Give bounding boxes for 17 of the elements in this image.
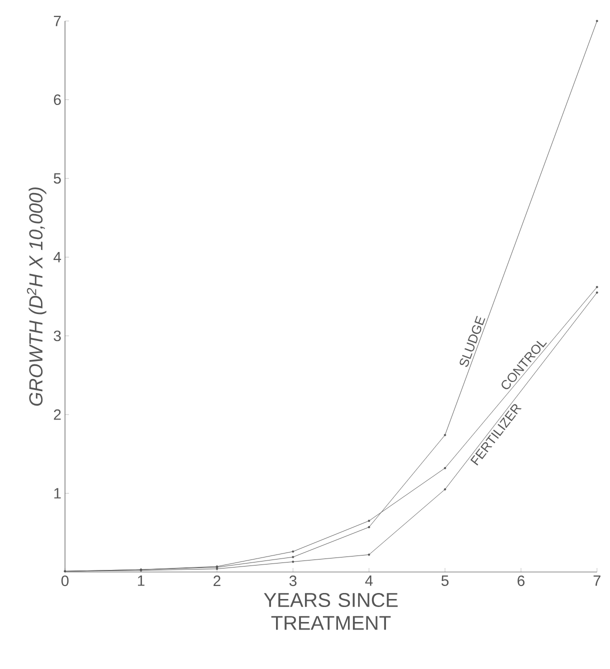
x-tick-label: 3	[289, 576, 297, 586]
x-tick-label: 0	[61, 576, 69, 586]
x-tick-label: 4	[365, 576, 373, 586]
y-tick-label: 5	[54, 173, 61, 184]
y-axis-title: GROWTH (D$^{2}$H X 10,000)	[26, 187, 46, 406]
y-tick-label: 7	[54, 16, 61, 26]
x-axis-title: YEARS SINCE TREATMENT	[264, 592, 398, 630]
x-tick-label: 1	[138, 576, 144, 586]
y-tick-label: 3	[54, 330, 61, 342]
y-tick-label: 4	[54, 252, 62, 262]
y-tick-label: 6	[54, 94, 61, 105]
x-tick-label: 7	[594, 576, 600, 586]
y-tick-label: 1	[54, 488, 61, 498]
x-tick-label: 2	[214, 576, 220, 586]
y-tick-label: 2	[54, 409, 61, 420]
x-tick-label: 5	[441, 576, 449, 586]
x-tick-label: 6	[518, 576, 525, 586]
